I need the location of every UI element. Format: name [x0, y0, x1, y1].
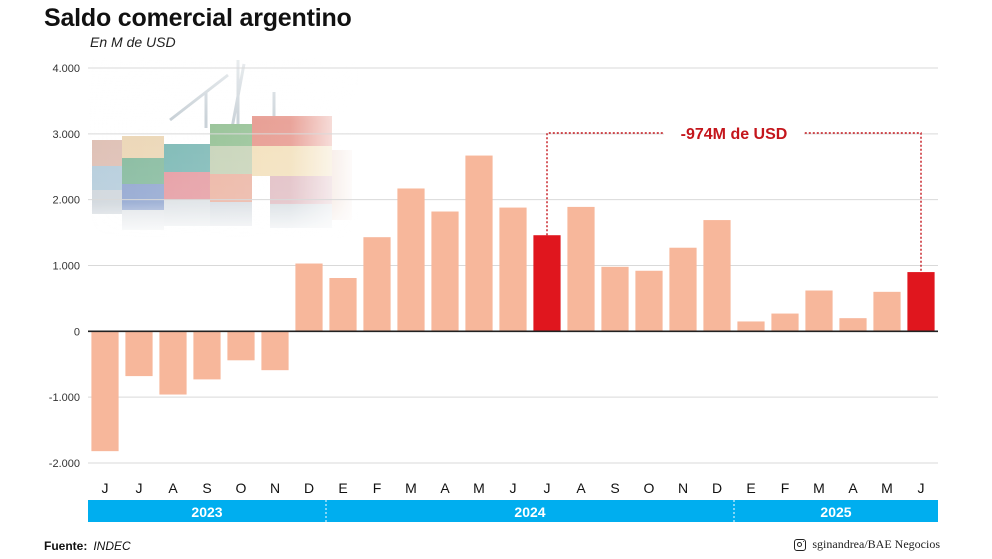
bar — [771, 313, 799, 332]
bar — [533, 235, 561, 332]
annotation-label-bg — [664, 122, 804, 144]
chart-subtitle: En M de USD — [90, 34, 176, 50]
y-tick-label: -1.000 — [49, 392, 80, 404]
source-value: INDEC — [93, 539, 131, 553]
y-tick-label: 2.000 — [52, 195, 80, 207]
y-tick-label: 0 — [74, 326, 80, 338]
container-port-illustration — [88, 58, 358, 238]
year-label: 2024 — [514, 504, 545, 520]
x-tick-label: E — [746, 480, 755, 496]
bar — [635, 270, 663, 332]
bar — [499, 207, 527, 332]
x-tick-label: A — [168, 480, 178, 496]
bar — [329, 278, 357, 332]
y-tick-label: 3.000 — [52, 129, 80, 141]
bar — [159, 331, 187, 395]
author-credit: sginandrea/BAE Negocios — [794, 537, 940, 552]
bar — [227, 331, 255, 361]
x-tick-label: N — [270, 480, 280, 496]
bar — [601, 266, 629, 332]
bar — [873, 291, 901, 332]
x-tick-label: J — [918, 480, 925, 496]
bar — [261, 331, 289, 371]
bar — [431, 211, 459, 332]
chart-title: Saldo comercial argentino — [44, 4, 352, 32]
bar — [907, 272, 935, 332]
y-tick-label: -2.000 — [49, 458, 80, 470]
x-tick-label: D — [304, 480, 314, 496]
bar — [193, 331, 221, 380]
y-tick-label: 1.000 — [52, 261, 80, 273]
x-tick-label: F — [373, 480, 382, 496]
bar — [839, 318, 867, 332]
year-label: 2023 — [191, 504, 222, 520]
x-tick-label: S — [610, 480, 619, 496]
x-tick-label: E — [338, 480, 347, 496]
bar — [669, 247, 697, 332]
x-tick-label: M — [405, 480, 417, 496]
x-tick-label: J — [102, 480, 109, 496]
x-tick-label: D — [712, 480, 722, 496]
x-tick-label: A — [848, 480, 858, 496]
x-tick-label: O — [644, 480, 655, 496]
x-tick-label: J — [136, 480, 143, 496]
bar — [737, 321, 765, 332]
bar — [125, 331, 153, 377]
x-tick-label: O — [236, 480, 247, 496]
annotation-label: -974M de USD — [681, 126, 788, 143]
bar — [295, 263, 323, 332]
year-band — [88, 500, 938, 522]
source-note: Fuente: INDEC — [44, 539, 131, 553]
x-tick-label: M — [473, 480, 485, 496]
x-tick-label: F — [781, 480, 790, 496]
instagram-icon — [794, 538, 807, 551]
x-tick-label: M — [813, 480, 825, 496]
x-tick-label: J — [510, 480, 517, 496]
x-tick-label: M — [881, 480, 893, 496]
bar — [397, 188, 425, 332]
annotation-bracket — [546, 132, 922, 273]
bar — [703, 220, 731, 332]
bar — [805, 290, 833, 332]
x-tick-label: A — [440, 480, 450, 496]
year-label: 2025 — [820, 504, 851, 520]
x-tick-label: S — [202, 480, 211, 496]
bar — [91, 331, 119, 452]
y-tick-label: 4.000 — [52, 63, 80, 75]
bar — [465, 155, 493, 332]
bar-chart: 4.000 3.000 2.000 1.000 0 -1.000 -2.000 -974M … — [49, 58, 938, 522]
credit-text: sginandrea/BAE Negocios — [812, 537, 940, 551]
x-tick-label: A — [576, 480, 586, 496]
bar — [363, 237, 391, 332]
source-label: Fuente: — [44, 539, 88, 553]
x-tick-label: J — [544, 480, 551, 496]
x-tick-label: N — [678, 480, 688, 496]
bar — [567, 206, 595, 332]
